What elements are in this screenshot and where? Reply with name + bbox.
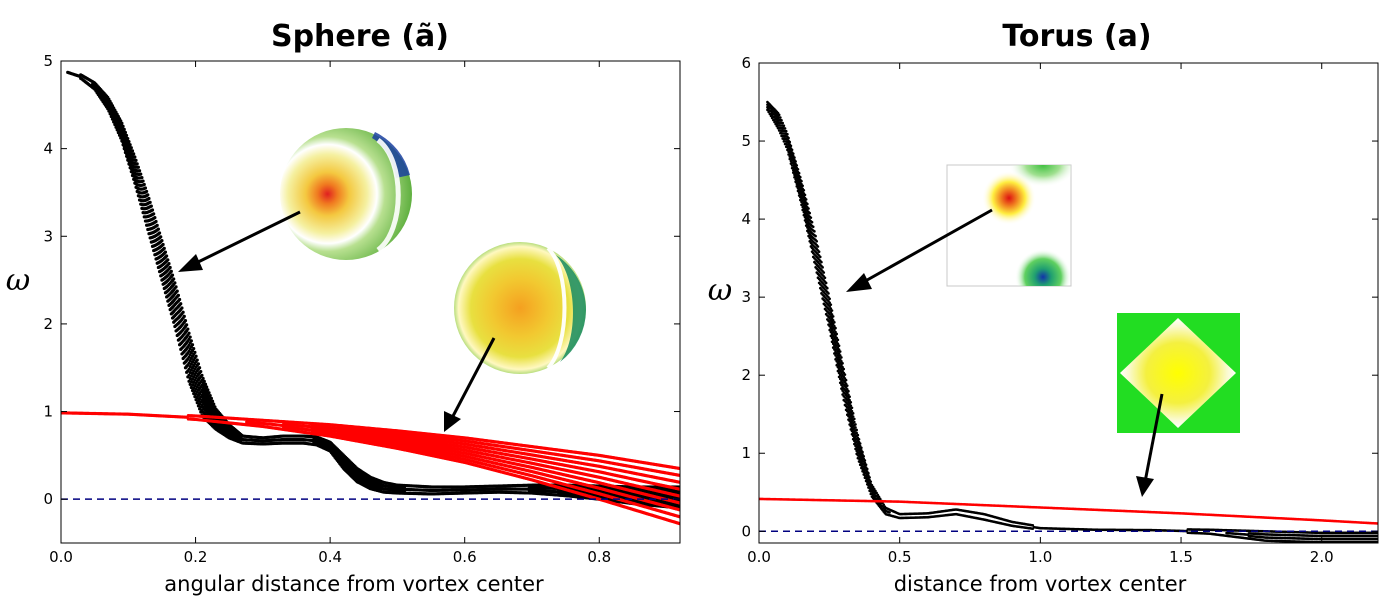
sphere-data-point — [160, 239, 164, 243]
sphere-data-point — [192, 346, 196, 351]
sphere-data-point — [145, 189, 149, 194]
sphere-data-point — [136, 165, 140, 169]
sphere-data-point — [135, 162, 139, 166]
sphere-data-point — [130, 149, 135, 153]
sphere-data-point — [128, 143, 132, 147]
sphere-data-point — [186, 327, 190, 331]
sphere-data-point — [173, 281, 177, 285]
sphere-data-point — [148, 200, 152, 204]
sphere-data-point — [167, 262, 171, 266]
sphere-data-point — [177, 297, 182, 302]
sphere-data-point — [123, 130, 128, 135]
sphere-data-point — [127, 140, 131, 144]
sphere-data-point — [188, 359, 192, 363]
sphere-data-point — [154, 219, 158, 224]
sphere-data-point — [129, 146, 133, 150]
sphere-data-point — [150, 208, 155, 212]
sphere-data-point — [187, 379, 191, 383]
sphere-data-point — [212, 402, 216, 406]
sphere-data-point — [205, 385, 209, 389]
sphere-data-point — [140, 176, 144, 180]
sphere-data-point — [213, 405, 217, 409]
sphere-data-point — [168, 265, 172, 270]
sphere-data-point — [122, 127, 126, 131]
sphere-data-point — [195, 358, 199, 362]
sphere-data-point — [190, 343, 195, 347]
sphere-data-point — [134, 158, 138, 162]
sphere-data-point — [121, 124, 125, 128]
sphere-data-point — [208, 393, 212, 398]
sphere-data-point — [155, 223, 159, 227]
sphere-data-point — [209, 396, 213, 400]
sphere-data-point — [187, 349, 191, 353]
sphere-data-point — [200, 393, 204, 397]
sphere-data-point — [139, 172, 143, 176]
sphere-data-point — [147, 196, 151, 201]
sphere-data-point — [153, 216, 157, 220]
sphere-data-point — [163, 250, 168, 254]
sphere-data-point — [179, 302, 183, 306]
sphere-data-point — [180, 306, 184, 310]
sphere-data-point — [189, 339, 193, 343]
sphere-data-point — [185, 323, 189, 327]
sphere-data-point — [181, 310, 185, 314]
sphere-data-point — [166, 258, 170, 262]
sphere-data-point — [210, 399, 215, 403]
sphere-data-point — [125, 133, 129, 138]
sphere-data-point — [200, 373, 204, 377]
sphere-data-point — [188, 335, 192, 339]
sphere-data-point — [207, 391, 211, 395]
sphere-data-point — [169, 269, 173, 273]
sphere-data-point — [194, 354, 198, 358]
sphere-data-point — [146, 193, 150, 197]
sphere-title: Sphere (ã) — [271, 19, 449, 54]
sphere-data-point — [176, 293, 181, 297]
sphere-data-point — [119, 119, 123, 123]
sphere-data-point — [157, 231, 162, 235]
sphere-data-point — [187, 331, 191, 335]
sphere-data-point — [161, 242, 165, 247]
sphere-data-point — [199, 369, 203, 374]
sphere-data-point — [175, 289, 179, 293]
sphere-data-point — [193, 350, 197, 354]
sphere-data-point — [120, 121, 124, 125]
sphere-data-point — [172, 277, 176, 281]
sphere-data-point — [126, 136, 130, 141]
sphere-data-point — [133, 155, 137, 159]
sphere-data-point — [132, 152, 136, 156]
sphere-data-point — [182, 314, 186, 319]
sphere-plot-area — [61, 70, 680, 526]
sphere-data-point — [170, 273, 175, 277]
sphere-data-point — [152, 212, 156, 216]
sphere-data-point — [174, 285, 178, 289]
sphere-data-point — [203, 382, 208, 386]
sphere-data-point — [149, 204, 153, 208]
sphere-data-point — [143, 186, 148, 190]
sphere-data-point — [162, 246, 166, 250]
sphere-data-point — [137, 169, 142, 173]
sphere-series-1 — [61, 411, 680, 526]
sphere-data-point — [198, 366, 202, 370]
sphere-data-point — [206, 388, 210, 392]
sphere-data-point — [165, 254, 169, 258]
sphere-data-point — [201, 376, 205, 381]
sphere-data-point — [183, 319, 188, 323]
sphere-data-point — [159, 235, 163, 239]
sphere-data-point — [196, 362, 201, 366]
sphere-data-point — [202, 379, 206, 383]
sphere-data-point — [141, 179, 145, 183]
sphere-data-point — [156, 227, 160, 231]
sphere-data-point — [188, 382, 192, 386]
sphere-data-point — [142, 182, 146, 187]
